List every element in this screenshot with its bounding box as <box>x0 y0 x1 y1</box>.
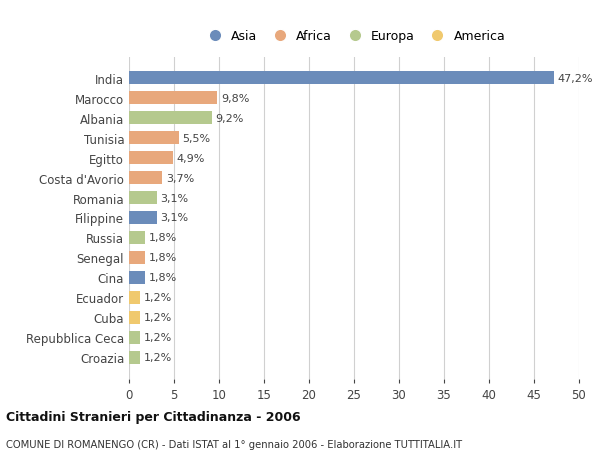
Text: Cittadini Stranieri per Cittadinanza - 2006: Cittadini Stranieri per Cittadinanza - 2… <box>6 410 301 423</box>
Bar <box>129 252 145 264</box>
Bar <box>129 291 140 304</box>
Bar <box>129 191 157 205</box>
Bar <box>129 132 179 145</box>
Bar <box>129 172 162 185</box>
Text: COMUNE DI ROMANENGO (CR) - Dati ISTAT al 1° gennaio 2006 - Elaborazione TUTTITAL: COMUNE DI ROMANENGO (CR) - Dati ISTAT al… <box>6 440 462 449</box>
Bar <box>129 351 140 364</box>
Text: 1,8%: 1,8% <box>149 233 177 243</box>
Bar <box>129 311 140 324</box>
Text: 47,2%: 47,2% <box>557 73 593 84</box>
Bar <box>129 331 140 344</box>
Text: 1,2%: 1,2% <box>143 333 172 342</box>
Text: 1,2%: 1,2% <box>143 353 172 363</box>
Bar <box>129 72 554 85</box>
Text: 3,7%: 3,7% <box>166 173 194 183</box>
Bar <box>129 92 217 105</box>
Bar <box>129 271 145 284</box>
Text: 9,8%: 9,8% <box>221 94 249 103</box>
Text: 9,2%: 9,2% <box>215 113 244 123</box>
Text: 3,1%: 3,1% <box>161 213 188 223</box>
Text: 4,9%: 4,9% <box>176 153 205 163</box>
Text: 1,2%: 1,2% <box>143 313 172 323</box>
Text: 1,2%: 1,2% <box>143 293 172 303</box>
Legend: Asia, Africa, Europa, America: Asia, Africa, Europa, America <box>197 25 511 48</box>
Text: 5,5%: 5,5% <box>182 133 210 143</box>
Bar <box>129 152 173 165</box>
Text: 1,8%: 1,8% <box>149 273 177 283</box>
Text: 3,1%: 3,1% <box>161 193 188 203</box>
Bar <box>129 212 157 224</box>
Text: 1,8%: 1,8% <box>149 253 177 263</box>
Bar <box>129 112 212 125</box>
Bar <box>129 231 145 245</box>
